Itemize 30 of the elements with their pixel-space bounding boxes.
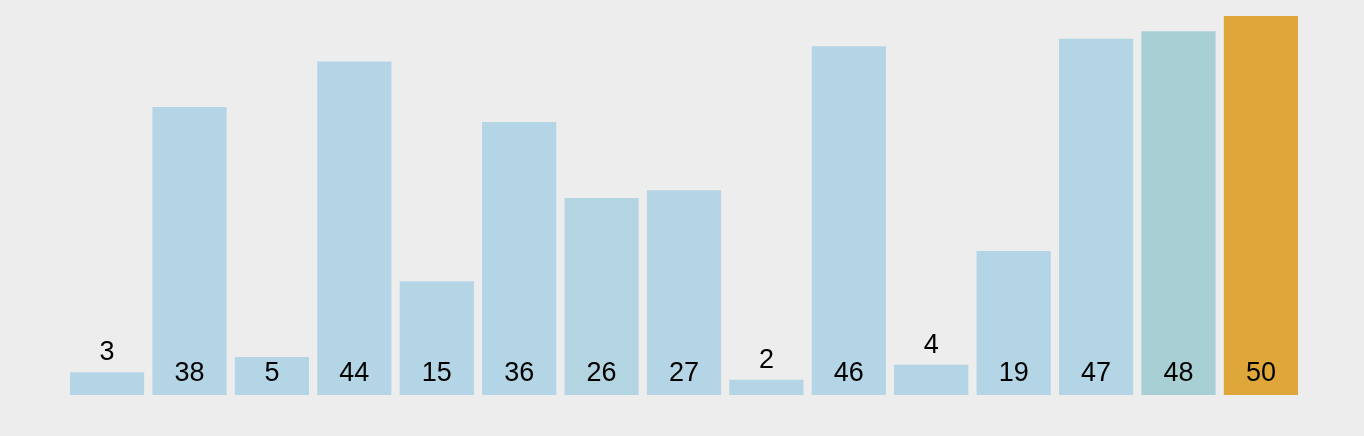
data-label: 26 bbox=[586, 357, 617, 387]
bar bbox=[70, 372, 145, 395]
data-label: 46 bbox=[833, 357, 864, 387]
bar bbox=[894, 364, 969, 395]
data-label: 2 bbox=[758, 343, 774, 374]
bar bbox=[729, 379, 804, 395]
bar bbox=[482, 122, 557, 395]
data-label: 36 bbox=[504, 357, 535, 387]
data-label: 44 bbox=[339, 357, 370, 387]
bar bbox=[1141, 31, 1216, 395]
data-label: 48 bbox=[1163, 357, 1194, 387]
bar bbox=[399, 281, 474, 395]
bar bbox=[317, 61, 392, 395]
data-label: 4 bbox=[923, 328, 939, 359]
data-label: 19 bbox=[998, 357, 1029, 387]
data-label: 47 bbox=[1081, 357, 1112, 387]
bar bbox=[564, 197, 639, 395]
bar bbox=[234, 357, 310, 395]
data-label: 38 bbox=[174, 357, 205, 387]
bar bbox=[646, 190, 722, 395]
bar bbox=[1058, 38, 1134, 395]
bar bbox=[152, 106, 227, 395]
data-label: 27 bbox=[668, 357, 700, 387]
bar bbox=[1223, 16, 1298, 395]
data-label: 15 bbox=[421, 357, 452, 387]
bar bbox=[976, 250, 1051, 395]
data-label: 50 bbox=[1245, 357, 1276, 387]
data-label: 5 bbox=[264, 357, 280, 387]
data-label: 3 bbox=[99, 336, 115, 367]
bar bbox=[811, 46, 886, 395]
